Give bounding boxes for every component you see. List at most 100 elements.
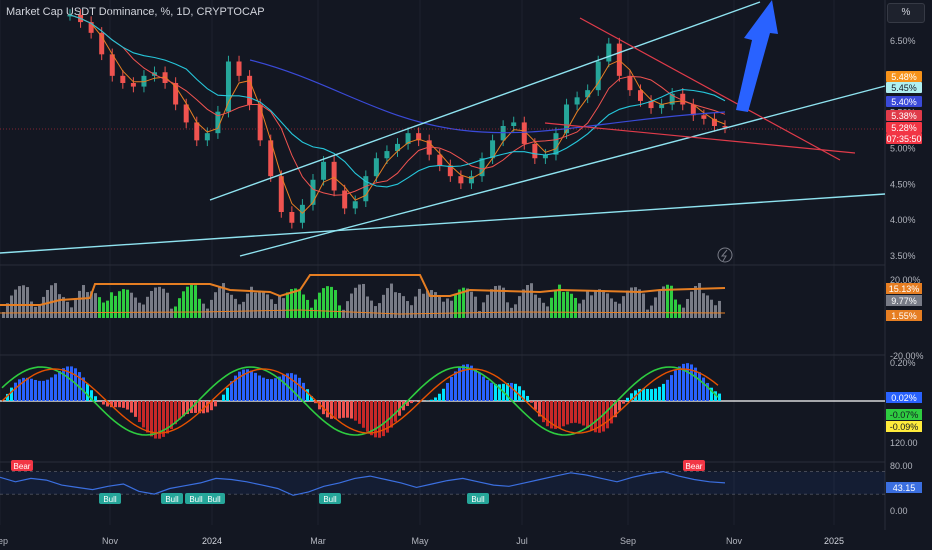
momentum-bar	[362, 401, 365, 428]
momentum-bar	[458, 367, 461, 401]
price-candle	[659, 104, 665, 109]
volume-bar	[286, 292, 289, 318]
price-candle	[257, 104, 263, 141]
price-candle	[532, 143, 538, 159]
volume-bar	[154, 287, 157, 318]
volume-bar	[166, 292, 169, 318]
volume-bar	[310, 307, 313, 318]
volume-bar	[438, 296, 441, 318]
volume-bar	[518, 296, 521, 318]
volume-bar	[298, 290, 301, 318]
volume-bar	[114, 295, 117, 318]
momentum-bar	[26, 377, 29, 401]
momentum-bar	[714, 391, 717, 401]
price-tick-label: 3.50%	[890, 251, 916, 261]
momentum-bar	[34, 379, 37, 401]
price-candle	[99, 32, 105, 55]
momentum-bar	[554, 401, 557, 429]
volume-bar	[270, 299, 273, 318]
volume-bar	[474, 296, 477, 318]
price-candle	[289, 212, 295, 223]
price-candle	[331, 161, 337, 191]
volume-bar	[630, 287, 633, 318]
momentum-bar	[86, 383, 89, 401]
price-candle	[711, 118, 717, 126]
volume-bar	[522, 289, 525, 318]
volume-bar	[354, 287, 357, 318]
momentum-bar	[306, 389, 309, 401]
momentum-bar	[158, 401, 161, 439]
time-tick-label: Nov	[726, 536, 743, 546]
time-tick-label: Jul	[516, 536, 528, 546]
time-tick-label: 2025	[824, 536, 844, 546]
momentum-tick-label: 120.00	[890, 438, 918, 448]
volume-bar	[382, 294, 385, 318]
volume-bar	[498, 285, 501, 318]
volume-bar	[110, 292, 113, 318]
rsi-label-box	[886, 482, 922, 493]
volume-bar	[202, 303, 205, 318]
momentum-bar	[82, 377, 85, 401]
price-candle	[352, 201, 358, 209]
momentum-bar	[206, 401, 209, 413]
price-label: 5.45%	[891, 83, 917, 93]
momentum-bar	[294, 374, 297, 401]
percent-scale-button[interactable]: %	[887, 3, 925, 23]
volume-bar	[714, 305, 717, 318]
momentum-bar	[130, 401, 133, 413]
channel-lower-line	[239, 85, 886, 257]
volume-bar	[674, 299, 677, 318]
volume-bar	[150, 290, 153, 318]
momentum-bar	[30, 378, 33, 401]
momentum-bar	[510, 382, 513, 401]
rsi-line	[0, 470, 726, 496]
volume-bar	[458, 289, 461, 318]
volume-bar	[566, 291, 569, 318]
volume-bar	[558, 284, 561, 318]
momentum-bar	[238, 371, 241, 401]
volume-bar	[170, 308, 173, 318]
price-candle	[437, 154, 443, 166]
volume-bar	[466, 288, 469, 318]
bull-signal-label: Bull	[207, 495, 221, 504]
momentum-bar	[582, 401, 585, 426]
momentum-bar	[50, 377, 53, 401]
price-candle	[447, 165, 453, 177]
momentum-bar	[606, 401, 609, 429]
price-candle	[120, 75, 126, 83]
momentum-bar	[622, 401, 625, 404]
momentum-bar	[178, 401, 181, 420]
price-candle	[321, 161, 327, 180]
price-candle	[606, 43, 612, 62]
momentum-bar	[686, 363, 689, 401]
momentum-bar	[114, 401, 117, 408]
bull-signal-label: Bull	[189, 495, 203, 504]
volume-bar	[606, 293, 609, 318]
momentum-bar	[558, 401, 561, 429]
momentum-bar	[154, 401, 157, 439]
momentum-bar	[710, 387, 713, 401]
price-candle	[278, 176, 284, 212]
momentum-bar	[450, 376, 453, 401]
price-label: 07:35:50	[886, 134, 921, 144]
momentum-bar	[234, 375, 237, 401]
volume-bar	[378, 303, 381, 318]
momentum-bar	[530, 401, 533, 403]
momentum-bar	[90, 390, 93, 401]
momentum-label-box	[886, 421, 922, 432]
volume-bar	[686, 299, 689, 318]
momentum-bar	[498, 384, 501, 401]
volume-bar	[490, 289, 493, 318]
volume-bar	[290, 289, 293, 318]
volume-bar	[602, 290, 605, 318]
price-candle	[521, 122, 527, 144]
price-label: 5.40%	[891, 97, 917, 107]
price-candle	[247, 75, 253, 105]
volume-bar	[398, 292, 401, 318]
momentum-bar	[666, 379, 669, 401]
volume-bar	[10, 295, 13, 318]
volume-bar	[374, 306, 377, 318]
volume-bar	[406, 301, 409, 318]
breakout-arrow	[736, 0, 778, 112]
volume-bar	[494, 286, 497, 318]
